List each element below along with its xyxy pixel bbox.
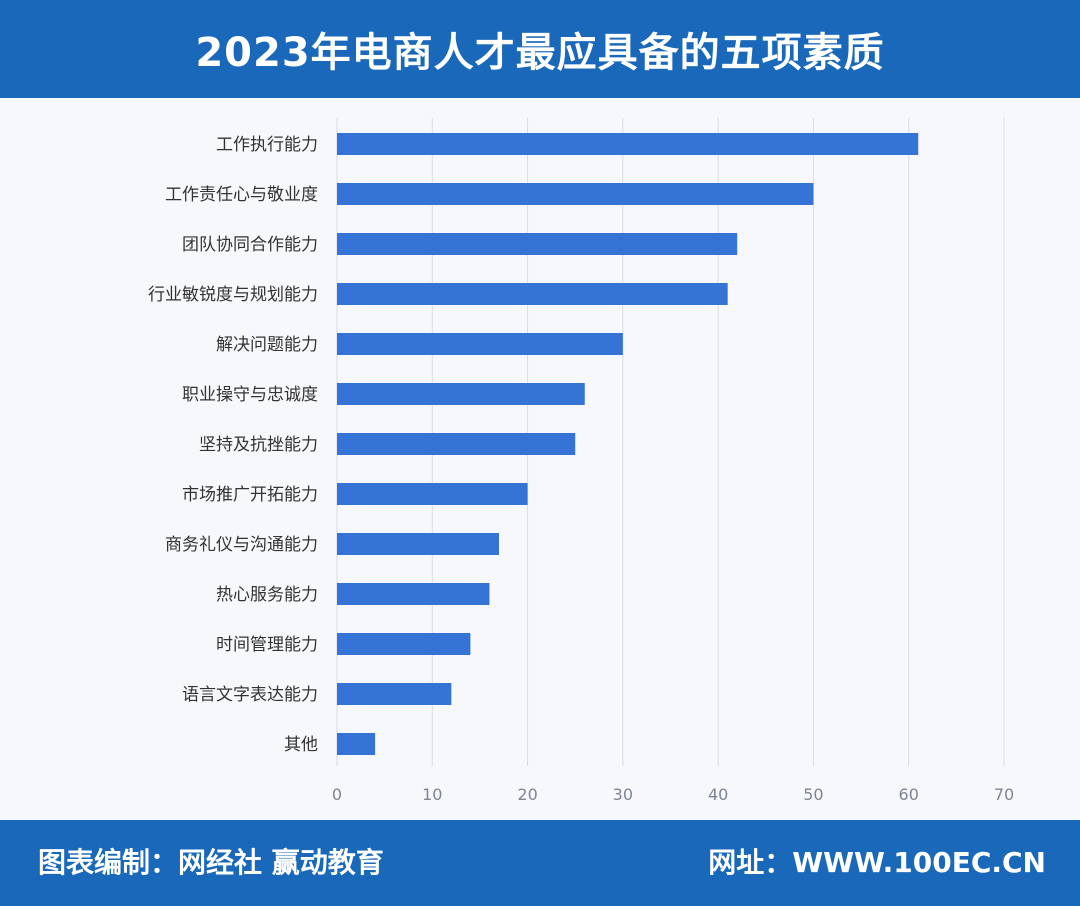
category-label: 市场推广开拓能力 bbox=[182, 485, 318, 505]
footer-website: 网址：WWW.100EC.CN bbox=[708, 846, 1046, 879]
bar bbox=[337, 383, 585, 405]
x-tick-label: 0 bbox=[332, 785, 342, 804]
title-banner: 2023年电商人才最应具备的五项素质 bbox=[0, 0, 1080, 98]
bar bbox=[337, 633, 471, 655]
category-label: 工作执行能力 bbox=[216, 135, 318, 155]
bar bbox=[337, 483, 528, 505]
x-tick-label: 60 bbox=[899, 785, 919, 804]
category-label: 工作责任心与敬业度 bbox=[165, 185, 318, 205]
category-label: 其他 bbox=[284, 735, 318, 755]
category-label: 行业敏锐度与规划能力 bbox=[148, 285, 318, 305]
bar bbox=[337, 583, 490, 605]
x-tick-label: 70 bbox=[994, 785, 1014, 804]
category-label: 语言文字表达能力 bbox=[182, 685, 318, 705]
bar bbox=[337, 683, 452, 705]
x-tick-label: 20 bbox=[517, 785, 537, 804]
category-label: 时间管理能力 bbox=[216, 635, 318, 655]
chart-title: 2023年电商人才最应具备的五项素质 bbox=[195, 30, 885, 76]
x-tick-labels: 0 10 20 30 40 50 60 70 bbox=[332, 785, 1014, 804]
bar-chart: 工作执行能力工作责任心与敬业度团队协同合作能力行业敏锐度与规划能力解决问题能力职… bbox=[148, 118, 1014, 804]
category-labels: 工作执行能力工作责任心与敬业度团队协同合作能力行业敏锐度与规划能力解决问题能力职… bbox=[148, 135, 318, 755]
bar bbox=[337, 733, 376, 755]
x-tick-label: 10 bbox=[422, 785, 442, 804]
bar bbox=[337, 133, 919, 155]
bar bbox=[337, 433, 576, 455]
category-label: 职业操守与忠诚度 bbox=[182, 385, 318, 405]
bar bbox=[337, 533, 499, 555]
footer-credit: 图表编制：网经社 赢动教育 bbox=[38, 846, 384, 879]
bars bbox=[337, 133, 919, 755]
x-tick-label: 30 bbox=[613, 785, 633, 804]
footer-banner: 图表编制：网经社 赢动教育 网址：WWW.100EC.CN bbox=[0, 820, 1080, 906]
bar bbox=[337, 283, 728, 305]
category-label: 解决问题能力 bbox=[216, 335, 318, 355]
category-label: 热心服务能力 bbox=[216, 585, 318, 605]
category-label: 商务礼仪与沟通能力 bbox=[165, 535, 318, 555]
bar bbox=[337, 233, 738, 255]
chart-area: 工作执行能力工作责任心与敬业度团队协同合作能力行业敏锐度与规划能力解决问题能力职… bbox=[0, 98, 1080, 820]
x-tick-label: 50 bbox=[803, 785, 823, 804]
category-label: 团队协同合作能力 bbox=[182, 235, 318, 255]
bar bbox=[337, 333, 623, 355]
category-label: 坚持及抗挫能力 bbox=[199, 435, 318, 455]
bar bbox=[337, 183, 814, 205]
x-tick-label: 40 bbox=[708, 785, 728, 804]
